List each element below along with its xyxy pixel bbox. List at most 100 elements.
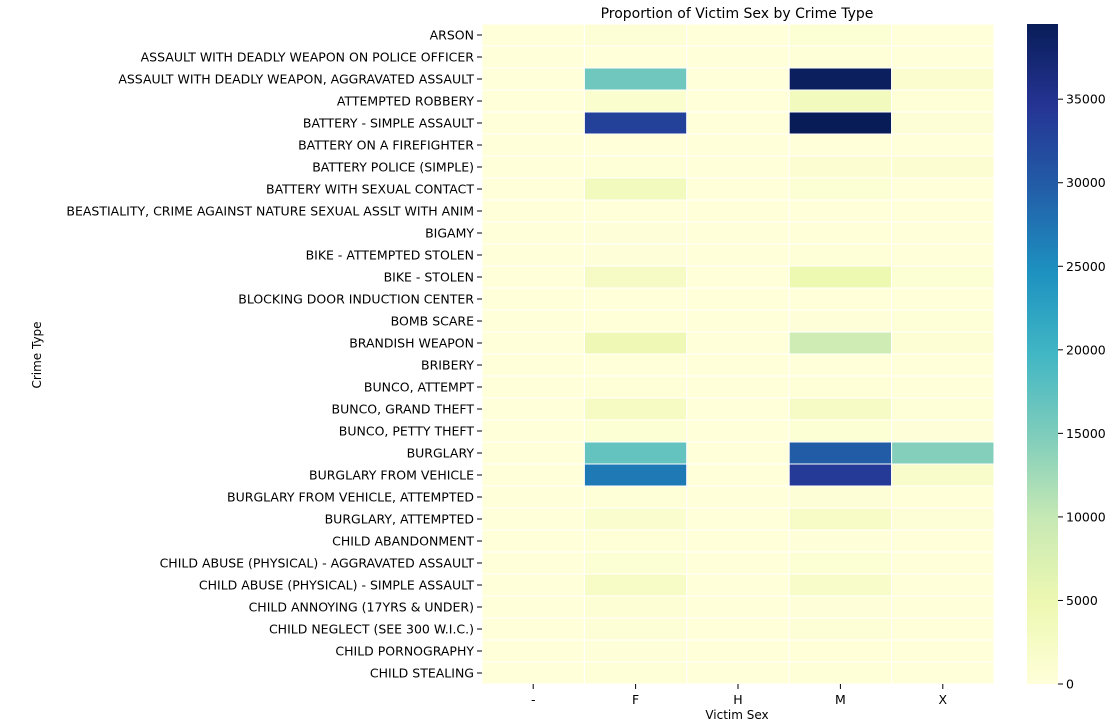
heatmap-cell <box>481 375 585 399</box>
chart-title: Proportion of Victim Sex by Crime Type <box>601 6 874 22</box>
heatmap-cell <box>686 375 790 399</box>
heatmap-cell <box>891 287 995 311</box>
heatmap-cell <box>583 199 688 223</box>
heatmap-cell <box>686 177 790 201</box>
heatmap-cell <box>788 463 893 487</box>
heatmap-cell <box>891 463 995 487</box>
heatmap-cell <box>788 419 893 443</box>
heatmap-cell <box>891 507 995 531</box>
heatmap-cell <box>686 243 790 267</box>
heatmap-cell <box>891 199 995 223</box>
y-tick-label: BLOCKING DOOR INDUCTION CENTER <box>238 292 474 307</box>
heatmap-cell <box>788 617 893 641</box>
heatmap-cell <box>583 89 688 113</box>
heatmap-cell <box>891 45 995 69</box>
heatmap-cell <box>583 463 688 487</box>
heatmap-cell <box>686 199 790 223</box>
y-tick-label: CHILD ABANDONMENT <box>332 534 474 549</box>
heatmap-cell <box>583 485 688 509</box>
y-tick-label: BIKE - ATTEMPTED STOLEN <box>306 248 474 263</box>
heatmap-cell <box>583 551 688 575</box>
heatmap-cell <box>788 23 893 47</box>
heatmap-cell <box>481 419 585 443</box>
heatmap-cell <box>583 309 688 333</box>
x-tick-label: M <box>835 692 846 707</box>
heatmap-cell <box>891 177 995 201</box>
heatmap-cell <box>686 595 790 619</box>
x-axis-label: Victim Sex <box>705 708 768 721</box>
heatmap-cell <box>686 23 790 47</box>
heatmap-cell <box>583 617 688 641</box>
heatmap-cell <box>481 595 585 619</box>
y-tick-label: BRANDISH WEAPON <box>349 336 474 351</box>
heatmap-cell <box>481 287 585 311</box>
heatmap-cell <box>686 45 790 69</box>
heatmap-cell <box>686 89 790 113</box>
heatmap-cell <box>481 463 585 487</box>
heatmap-cell <box>891 375 995 399</box>
colorbar-tick-label: 35000 <box>1066 92 1106 107</box>
heatmap-cell <box>891 133 995 157</box>
y-tick-label: BEASTIALITY, CRIME AGAINST NATURE SEXUAL… <box>66 204 474 219</box>
heatmap-cell <box>583 67 688 91</box>
heatmap-cell <box>686 551 790 575</box>
heatmap-cell <box>481 331 585 355</box>
y-tick-label: BURGLARY FROM VEHICLE, ATTEMPTED <box>227 490 474 505</box>
heatmap-cell <box>788 89 893 113</box>
y-tick-label: CHILD PORNOGRAPHY <box>335 644 474 659</box>
heatmap-cell <box>686 331 790 355</box>
heatmap-cell <box>583 177 688 201</box>
heatmap-cell <box>686 111 790 135</box>
heatmap-cell <box>788 133 893 157</box>
heatmap-cell <box>891 551 995 575</box>
heatmap-cell <box>686 133 790 157</box>
heatmap-cell <box>686 639 790 663</box>
heatmap-cell <box>788 397 893 421</box>
heatmap-cell <box>686 419 790 443</box>
heatmap-cell <box>891 67 995 91</box>
y-tick-label: ATTEMPTED ROBBERY <box>337 94 474 109</box>
y-tick-label: BATTERY - SIMPLE ASSAULT <box>303 116 474 131</box>
heatmap-cell <box>686 397 790 421</box>
heatmap-cell <box>481 573 585 597</box>
heatmap-cell <box>891 419 995 443</box>
heatmap-cell <box>481 67 585 91</box>
heatmap-cell <box>891 661 995 685</box>
heatmap-cell <box>891 617 995 641</box>
heatmap-cell <box>481 45 585 69</box>
heatmap-cell <box>481 23 585 47</box>
heatmap-cell <box>788 45 893 69</box>
x-tick-label: - <box>531 692 536 707</box>
heatmap-cell <box>788 177 893 201</box>
y-tick-label: BATTERY WITH SEXUAL CONTACT <box>266 182 474 197</box>
x-tick-label: X <box>939 692 948 707</box>
heatmap-cell <box>788 199 893 223</box>
heatmap-cell <box>788 507 893 531</box>
y-tick-label: BURGLARY FROM VEHICLE <box>309 468 474 483</box>
heatmap-cell <box>686 485 790 509</box>
heatmap-cell <box>686 155 790 179</box>
colorbar-tick-label: 15000 <box>1066 426 1106 441</box>
heatmap-cell <box>481 133 585 157</box>
heatmap-cell <box>583 573 688 597</box>
y-tick-label: BIGAMY <box>425 226 474 241</box>
heatmap-cell <box>481 485 585 509</box>
heatmap-cell <box>891 265 995 289</box>
heatmap-cell <box>891 573 995 597</box>
heatmap-cell <box>788 353 893 377</box>
heatmap-cell <box>481 221 585 245</box>
heatmap-cell <box>788 67 893 91</box>
heatmap-cell <box>583 133 688 157</box>
heatmap-cell <box>891 331 995 355</box>
heatmap-cell <box>891 441 995 465</box>
heatmap-cell <box>583 155 688 179</box>
heatmap-cell <box>788 441 893 465</box>
heatmap-cell <box>481 507 585 531</box>
heatmap-cell <box>891 485 995 509</box>
heatmap-cell <box>891 23 995 47</box>
heatmap-cell <box>481 309 585 333</box>
y-tick-label: ARSON <box>430 28 474 43</box>
heatmap-cell <box>481 617 585 641</box>
heatmap-cell <box>686 287 790 311</box>
